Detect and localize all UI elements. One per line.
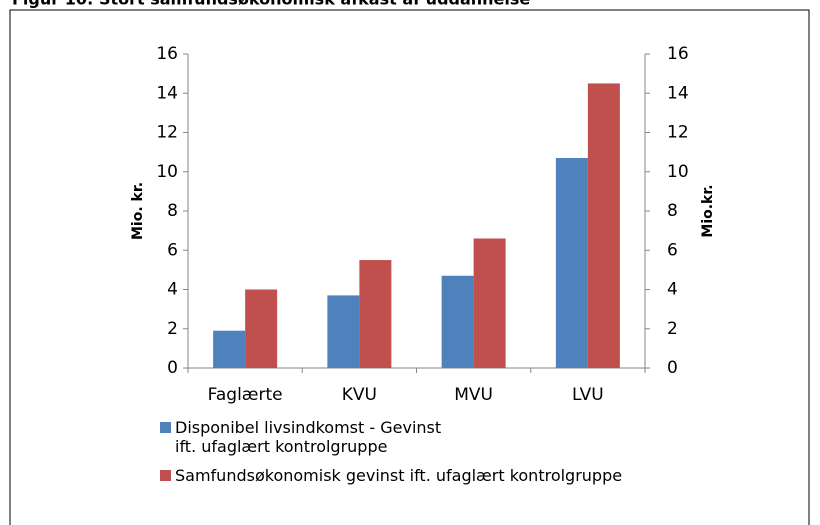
y2-tick-label: 6 [667, 240, 678, 260]
legend-swatch [160, 470, 171, 481]
bar [473, 238, 506, 368]
y2-tick-label: 8 [667, 201, 678, 221]
y-tick-label: 4 [167, 280, 178, 300]
x-tick-label: Faglærte [208, 385, 283, 405]
y-tick-label: 12 [156, 123, 178, 143]
y-tick-label: 14 [156, 83, 178, 103]
y2-tick-label: 4 [667, 280, 678, 300]
bar [213, 330, 246, 368]
bar [245, 289, 278, 368]
y-tick-label: 2 [167, 319, 178, 339]
x-tick-label: LVU [572, 385, 604, 405]
bar [587, 83, 620, 368]
y2-tick-label: 10 [667, 162, 689, 182]
y-axis-label: Mio. kr. [130, 182, 146, 240]
y-tick-label: 10 [156, 162, 178, 182]
legend-item: Disponibel livsindkomst - Gevinst ift. u… [160, 418, 720, 456]
legend: Disponibel livsindkomst - Gevinst ift. u… [160, 418, 720, 495]
frame [9, 9, 810, 525]
y2-tick-label: 12 [667, 123, 689, 143]
legend-item: Samfundsøkonomisk gevinst ift. ufaglært … [160, 466, 720, 485]
legend-label: Samfundsøkonomisk gevinst ift. ufaglært … [175, 466, 623, 485]
y2-tick-label: 0 [667, 358, 678, 378]
y2-axis-label: Mio.kr. [700, 184, 716, 237]
bar [441, 275, 474, 368]
bar [327, 295, 360, 368]
y-tick-label: 16 [156, 44, 178, 64]
x-tick-label: MVU [454, 385, 493, 405]
chart-title: Figur 10: Stort samfundsøkonomisk afkast… [12, 0, 530, 9]
y-tick-label: 8 [167, 201, 178, 221]
bar [555, 158, 588, 368]
y2-tick-label: 2 [667, 319, 678, 339]
y2-tick-label: 16 [667, 44, 689, 64]
x-tick-label: KVU [342, 385, 377, 405]
y-tick-label: 0 [167, 358, 178, 378]
bar [359, 260, 392, 368]
legend-swatch [160, 422, 171, 433]
y2-tick-label: 14 [667, 83, 689, 103]
legend-label: Disponibel livsindkomst - Gevinst ift. u… [175, 418, 442, 456]
y-tick-label: 6 [167, 240, 178, 260]
